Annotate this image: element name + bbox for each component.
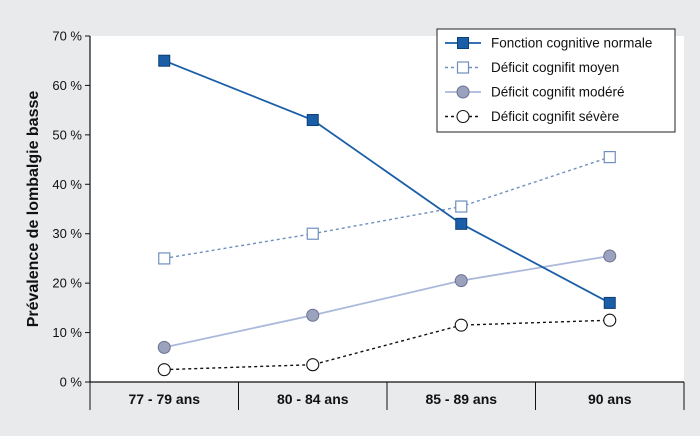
y-tick-label: 30 % (52, 226, 82, 241)
data-point (603, 313, 617, 327)
series-2 (158, 151, 616, 265)
x-axis: 77 - 79 ans 80 - 84 ans 85 - 89 ans 90 ans (89, 381, 685, 410)
data-point (158, 54, 171, 67)
data-point (158, 252, 171, 265)
y-tick-label: 20 % (52, 276, 82, 291)
data-point (306, 358, 320, 372)
data-point (603, 151, 616, 164)
data-point (455, 217, 468, 230)
legend-item: Déficit cognifit modéré (445, 85, 625, 100)
series-line (163, 59, 611, 304)
y-tick-label: 60 % (52, 78, 82, 93)
y-tick-label: 50 % (52, 127, 82, 142)
legend-swatch-marker (456, 109, 470, 124)
x-tick-label: 90 ans (588, 391, 632, 407)
legend-label: Fonction cognitive normale (491, 36, 652, 51)
data-point (157, 340, 171, 354)
legend-label: Déficit cognifit sévère (491, 109, 619, 124)
legend-swatch-marker (457, 37, 469, 49)
data-point (306, 227, 319, 240)
data-point (157, 363, 171, 377)
data-point (454, 318, 468, 332)
legend: Fonction cognitive normale Déficit cognif… (436, 28, 676, 133)
y-tick-label: 0 % (60, 375, 83, 390)
legend-label: Déficit cognifit moyen (491, 60, 619, 75)
x-tick-label: 77 - 79 ans (128, 391, 200, 407)
data-point (306, 114, 319, 127)
x-tick-label: 85 - 89 ans (425, 391, 497, 407)
legend-box (436, 28, 676, 133)
series-4 (157, 313, 617, 377)
data-point (455, 200, 468, 213)
legend-item: Déficit cognifit moyen (445, 60, 619, 75)
y-axis: 0 % 10 % 20 % 30 % 40 % 50 % 60 % 70 % (52, 29, 91, 390)
legend-item: Déficit cognifit sévère (445, 109, 619, 124)
series-line (164, 156, 610, 260)
data-point (603, 249, 617, 263)
series-layer (157, 54, 617, 377)
series-1 (158, 54, 616, 309)
y-tick-label: 40 % (52, 177, 82, 192)
y-tick-label: 10 % (52, 325, 82, 340)
series-line (164, 319, 610, 371)
legend-label: Déficit cognifit modéré (491, 85, 625, 100)
series-line (164, 255, 610, 349)
data-point (454, 274, 468, 288)
data-point (306, 308, 320, 322)
series-3 (157, 249, 617, 354)
y-tick-label: 70 % (52, 29, 82, 44)
legend-swatch-marker (456, 61, 470, 74)
data-point (603, 296, 616, 309)
x-tick-label: 80 - 84 ans (277, 391, 349, 407)
legend-swatch-marker (456, 85, 470, 99)
legend-item: Fonction cognitive normale (445, 36, 652, 51)
y-axis-label: Prévalence de lombalgie basse (25, 91, 42, 328)
